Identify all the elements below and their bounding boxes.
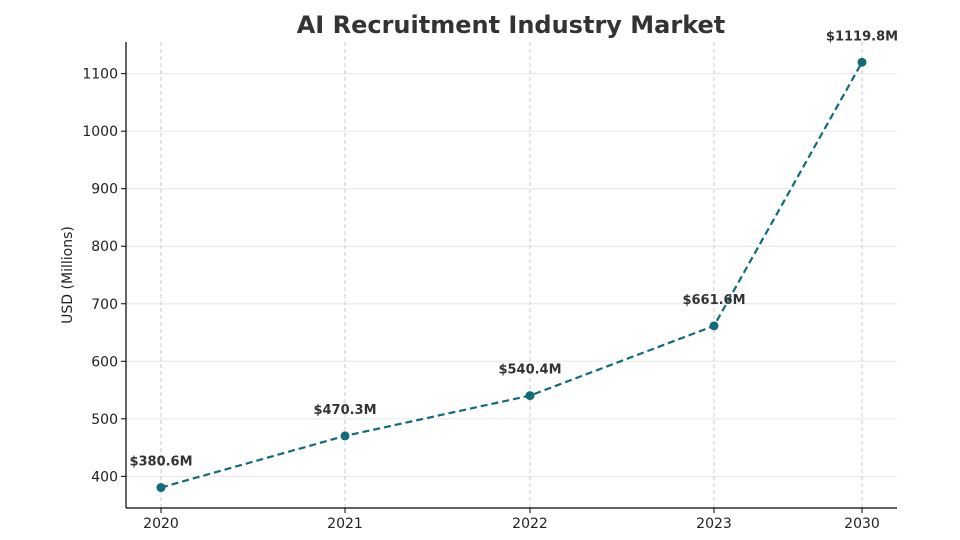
y-tick-label: 400: [91, 469, 118, 485]
data-label: $470.3M: [313, 403, 376, 418]
x-tick-label: 2021: [327, 516, 363, 532]
data-label: $661.6M: [682, 293, 745, 308]
series: [156, 57, 867, 493]
chart-title: AI Recruitment Industry Market: [297, 11, 726, 39]
x-tick-label: 2023: [696, 516, 732, 532]
data-labels: $380.6M $470.3M $540.4M $661.6M $1119.8M: [129, 29, 898, 469]
y-tick-label: 900: [91, 182, 118, 198]
y-tick-label: 800: [91, 239, 118, 255]
y-tick-label: 700: [91, 297, 118, 313]
x-tick-label: 2030: [844, 516, 880, 532]
data-point: [156, 483, 166, 493]
x-tick-label: 2022: [512, 516, 548, 532]
y-tick-label: 600: [91, 354, 118, 370]
data-point: [525, 391, 535, 401]
data-label: $1119.8M: [826, 29, 898, 44]
x-ticks: 2020 2021 2022 2023 2030: [143, 508, 880, 532]
data-label: $380.6M: [129, 455, 192, 470]
x-tick-label: 2020: [143, 516, 179, 532]
series-line: [160, 61, 863, 489]
data-point: [857, 57, 867, 67]
grid: [126, 42, 897, 508]
y-axis-label: USD (Millions): [60, 226, 76, 324]
data-point: [709, 321, 719, 331]
y-ticks: 400 500 600 700 800 900 1000 1100: [82, 67, 126, 485]
y-tick-label: 1000: [82, 124, 118, 140]
y-tick-label: 1100: [82, 67, 118, 83]
axes: [125, 42, 897, 509]
data-label: $540.4M: [498, 363, 561, 378]
y-tick-label: 500: [91, 412, 118, 428]
data-point: [340, 431, 350, 441]
